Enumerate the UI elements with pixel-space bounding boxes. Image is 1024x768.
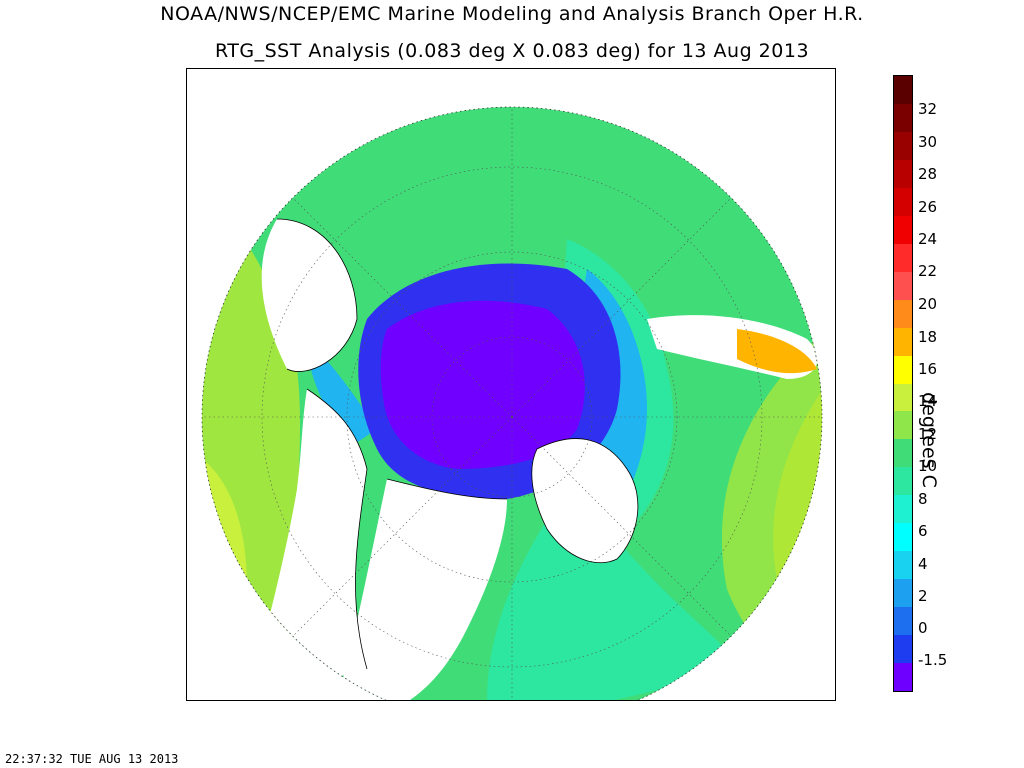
colorbar-tick-label: 6: [918, 522, 928, 540]
colorbar-segment: [894, 76, 912, 105]
siberia-land: [261, 219, 357, 372]
colorbar-segment: [894, 103, 912, 133]
colorbar-tick-label: 2: [918, 587, 928, 605]
colorbar-segment: [894, 355, 912, 384]
colorbar-segment: [894, 523, 912, 552]
colorbar-tick-label: 28: [918, 165, 938, 183]
latitude-circle: [346, 251, 678, 583]
colorbar-tick-label: 14: [918, 392, 938, 410]
colorbar-segment: [894, 439, 912, 468]
colorbar-segment: [894, 635, 912, 664]
colorbar-tick-label: 10: [918, 457, 938, 475]
colorbar-segment: [894, 663, 912, 692]
coastlines: [276, 218, 639, 670]
colorbar-segment: [894, 383, 912, 412]
colorbar-tick-label: 12: [918, 425, 938, 443]
colorbar-tick-label: 22: [918, 262, 938, 280]
colorbar-segment: [894, 467, 912, 496]
chukchi-sea: [307, 339, 377, 449]
colorbar-tick-label: 0: [918, 619, 928, 637]
sst-polar-map: [201, 106, 823, 700]
colorbar-segment: [894, 131, 912, 161]
colorbar-tick-label: 30: [918, 133, 938, 151]
colorbar-tick-label: 24: [918, 230, 938, 248]
colorbar-segment: [894, 187, 912, 217]
colorbar-segment: [894, 607, 912, 636]
colorbar: [893, 75, 913, 692]
colorbar-tick-label: 26: [918, 198, 938, 216]
map-disk-edge: [201, 106, 823, 700]
baltic-warm-water: [737, 329, 817, 374]
units-label: degrees C: [918, 392, 940, 488]
colorbar-segment: [894, 215, 912, 245]
greenland-land: [531, 438, 638, 563]
colorbar-segment: [894, 327, 912, 357]
colorbar-segment: [894, 299, 912, 329]
colorbar-segment: [894, 243, 912, 273]
map-title: NOAA/NWS/NCEP/EMC Marine Modeling and An…: [160, 3, 864, 25]
colorbar-tick-label: 32: [918, 100, 938, 118]
colorbar-segment: [894, 551, 912, 580]
map-subtitle: RTG_SST Analysis (0.083 deg X 0.083 deg)…: [214, 40, 810, 62]
canada-land: [337, 479, 507, 700]
colorbar-tick-label: 18: [918, 328, 938, 346]
colorbar-segment: [894, 411, 912, 440]
colorbar-tick-label: 8: [918, 490, 928, 508]
colorbar-tick-label: 16: [918, 360, 938, 378]
colorbar-segment: [894, 579, 912, 608]
latitude-circle: [431, 336, 593, 498]
map-frame: [186, 68, 836, 701]
colorbar-tick-label: 20: [918, 295, 938, 313]
latitude-circle: [261, 166, 763, 668]
colorbar-tick-label: -1.5: [918, 651, 948, 669]
sea-ice-region: [380, 300, 585, 469]
timestamp: 22:37:32 TUE AUG 13 2013: [5, 752, 179, 766]
colorbar-segment: [894, 271, 912, 301]
colorbar-segment: [894, 495, 912, 524]
colorbar-segment: [894, 159, 912, 189]
colorbar-tick-label: 4: [918, 555, 928, 573]
